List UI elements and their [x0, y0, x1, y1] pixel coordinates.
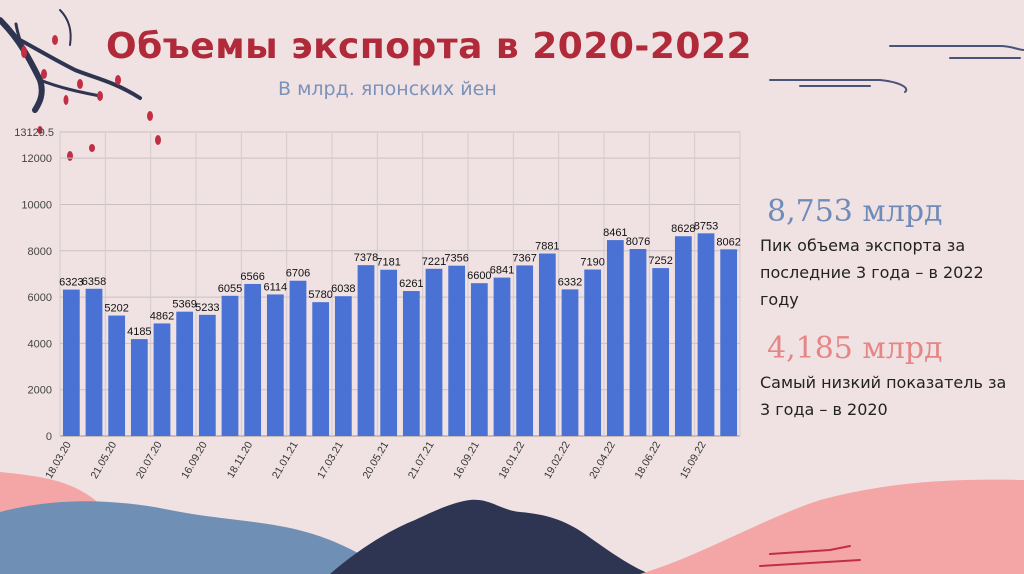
data-label: 4185 [127, 326, 151, 338]
y-tick-label: 2000 [28, 385, 52, 397]
x-tick-label: 16.09.20 [179, 439, 210, 481]
data-label: 6358 [82, 276, 106, 288]
bar [380, 270, 397, 436]
data-label: 7252 [648, 255, 672, 267]
bar [630, 249, 647, 436]
data-label: 6323 [59, 277, 83, 289]
y-tick-label: 0 [46, 431, 52, 443]
bar [335, 296, 352, 436]
bar-chart: 0 2000 4000 6000 8000 10000 12000 13129.5 6323 18… [0, 120, 760, 500]
data-label: 7367 [512, 252, 536, 264]
x-tick-label: 20.04.22 [587, 439, 618, 481]
data-label: 5233 [195, 302, 219, 314]
data-label: 8461 [603, 227, 627, 239]
page-title: Объемы экспорта в 2020-2022 [106, 26, 752, 67]
data-label: 5369 [172, 299, 196, 311]
x-tick-label: 21.01.21 [270, 439, 301, 481]
data-label: 6600 [467, 270, 491, 282]
bar [86, 289, 103, 436]
x-tick-label: 19.02.22 [542, 439, 573, 481]
x-tick-label: 18.03.20 [43, 439, 74, 481]
stat-low-description: Самый низкий показатель за 3 года – в 20… [760, 369, 1020, 423]
cloud-lines [770, 46, 1024, 92]
x-tick-label: 17.03.21 [315, 439, 346, 481]
mountain-dark [330, 500, 650, 574]
data-label: 8062 [716, 236, 740, 248]
bar [63, 290, 80, 436]
data-label: 7378 [354, 252, 378, 264]
data-label: 4862 [150, 310, 174, 322]
bar [448, 266, 465, 436]
data-label: 6038 [331, 283, 355, 295]
data-label: 6114 [264, 281, 288, 293]
bar [652, 268, 669, 436]
y-tick-label: 6000 [28, 292, 52, 304]
data-label: 7190 [580, 257, 604, 269]
x-tick-label: 20.07.20 [134, 439, 165, 481]
y-tick-label: 10000 [21, 199, 52, 211]
bar [607, 240, 624, 436]
bar [562, 289, 579, 436]
x-tick-label: 18.11.20 [225, 439, 256, 480]
y-tick-label: 12000 [21, 153, 52, 165]
bar [199, 315, 216, 436]
bar [584, 270, 601, 436]
bar [267, 294, 284, 436]
data-label: 8628 [671, 223, 695, 235]
data-label: 8753 [694, 220, 718, 232]
data-label: 6261 [399, 278, 423, 290]
bar [471, 283, 488, 436]
data-label: 6055 [218, 283, 242, 295]
data-label: 7356 [444, 253, 468, 265]
x-tick-label: 21.07.21 [406, 439, 437, 481]
data-label: 7881 [535, 241, 559, 253]
data-label: 8076 [626, 236, 650, 248]
bar [675, 236, 692, 436]
stat-low-value: 4,185 млрд [767, 331, 943, 366]
bar [312, 302, 329, 436]
stat-peak-value: 8,753 млрд [767, 194, 943, 229]
data-label: 7181 [376, 257, 400, 269]
bar [720, 249, 737, 436]
page-subtitle: В млрд. японских йен [278, 78, 497, 100]
bar [108, 316, 125, 436]
data-label: 5202 [104, 303, 128, 315]
data-label: 7221 [422, 256, 446, 268]
bar [426, 269, 443, 436]
x-tick-label: 21.05.20 [88, 439, 119, 481]
data-label: 5780 [308, 289, 332, 301]
y-tick-label: 8000 [28, 246, 52, 258]
y-tick-label: 4000 [28, 338, 52, 350]
bar [403, 291, 420, 436]
bar [494, 278, 511, 436]
data-label: 6332 [558, 276, 582, 288]
data-label: 6841 [490, 265, 514, 277]
bar [516, 265, 533, 436]
data-label: 6566 [240, 271, 264, 283]
bar [358, 265, 375, 436]
bar [131, 339, 148, 436]
bar [698, 233, 715, 436]
bar [154, 323, 171, 436]
stat-peak-description: Пик объема экспорта за последние 3 года … [760, 232, 1020, 313]
x-tick-label: 20.05.21 [360, 439, 391, 481]
data-label: 6706 [286, 268, 310, 280]
bar [176, 312, 193, 436]
bar [539, 254, 556, 436]
x-tick-label: 18.01.22 [496, 439, 527, 481]
hill-blue [0, 501, 390, 574]
x-tick-label: 16.09.21 [451, 439, 482, 481]
bar [244, 284, 261, 436]
x-tick-label: 15.09.22 [678, 439, 709, 481]
y-max-label: 13129.5 [14, 127, 54, 139]
x-tick-label: 18.06.22 [632, 439, 663, 481]
bar [290, 281, 307, 436]
bar [222, 296, 239, 436]
